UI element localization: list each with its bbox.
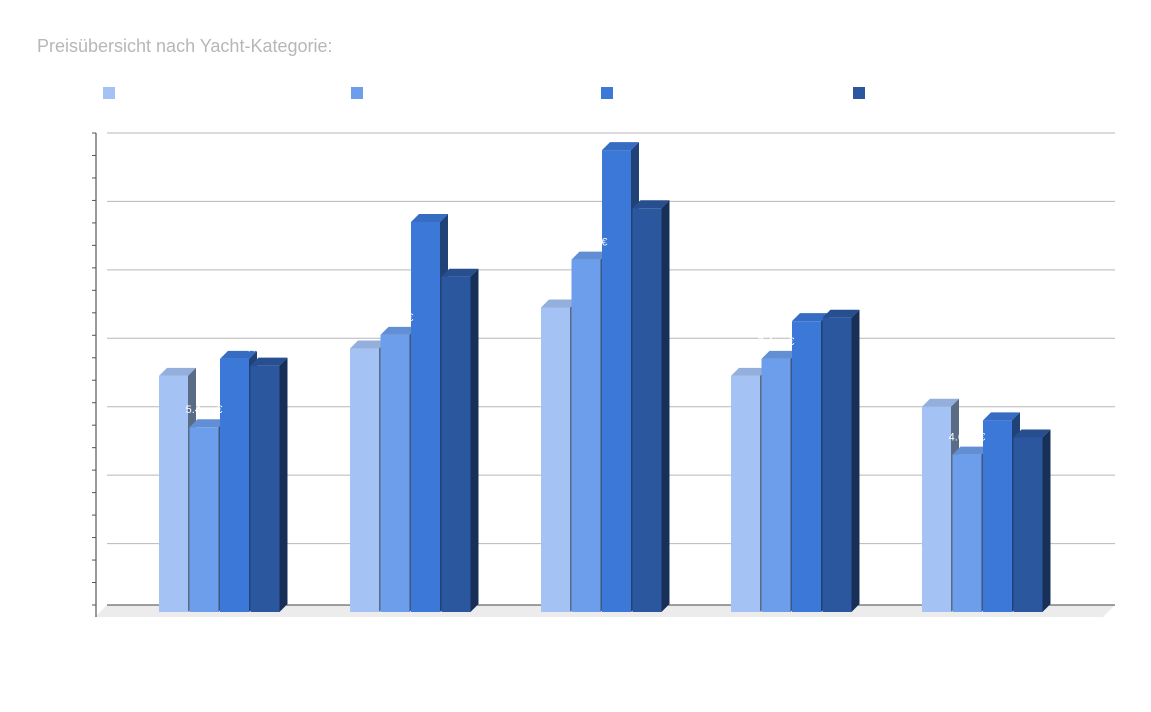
bar-top	[571, 251, 609, 260]
bar	[922, 406, 951, 612]
bar-side	[279, 357, 288, 612]
bar	[189, 427, 219, 612]
bar	[632, 208, 662, 612]
bar-top	[952, 446, 990, 455]
bar	[411, 221, 440, 612]
data-label: 5.1	[1020, 415, 1035, 427]
bar	[792, 321, 821, 612]
bar-top	[220, 350, 257, 359]
chart-title: Preisübersicht nach Yacht-Kategorie:	[37, 36, 333, 56]
bar	[1013, 437, 1043, 612]
bar	[761, 358, 791, 612]
data-label: 10.___ €	[565, 237, 608, 249]
bar	[571, 259, 601, 612]
bar-top	[983, 412, 1020, 421]
data-label: 4.6__ €	[949, 432, 986, 444]
bar-side	[661, 200, 670, 612]
bar	[952, 454, 982, 612]
bar-top	[1013, 429, 1051, 438]
data-label: 5.4__ €	[186, 404, 223, 416]
bar	[441, 276, 471, 612]
bar-top	[761, 350, 799, 359]
bar-top	[792, 313, 829, 322]
bar-side	[851, 309, 860, 612]
bar-top	[189, 419, 227, 428]
bar-top	[602, 142, 639, 151]
bar-top	[441, 268, 479, 277]
bar	[220, 358, 249, 612]
bar-top	[922, 398, 959, 407]
bar-top	[541, 299, 578, 308]
legend-swatch-series-3	[601, 87, 613, 99]
bar-top	[159, 367, 196, 376]
bar	[250, 365, 280, 612]
legend-swatch-series-2	[351, 87, 363, 99]
bar	[350, 348, 379, 612]
bar-side	[470, 268, 479, 612]
bar	[380, 334, 410, 612]
bar-top	[411, 213, 448, 222]
bar	[541, 307, 570, 612]
bar	[822, 317, 852, 612]
bar	[731, 375, 760, 612]
bar-top	[632, 200, 670, 209]
data-label: 13	[641, 185, 653, 197]
bar	[159, 375, 188, 612]
bar-top	[250, 357, 288, 366]
data-label: 11	[450, 254, 461, 266]
data-label: 7.2__ €	[247, 343, 284, 355]
bar-side	[1042, 429, 1051, 612]
data-label: 7.4__ €	[758, 336, 795, 348]
bar	[602, 150, 631, 612]
bar-top	[822, 309, 860, 318]
legend-swatch-series-1	[103, 87, 115, 99]
data-label: 8.1__ €	[377, 312, 414, 324]
bar-top	[731, 367, 768, 376]
bar-top	[350, 340, 387, 349]
legend-swatch-series-4	[853, 87, 865, 99]
bar-top	[380, 326, 418, 335]
bar	[983, 420, 1012, 612]
